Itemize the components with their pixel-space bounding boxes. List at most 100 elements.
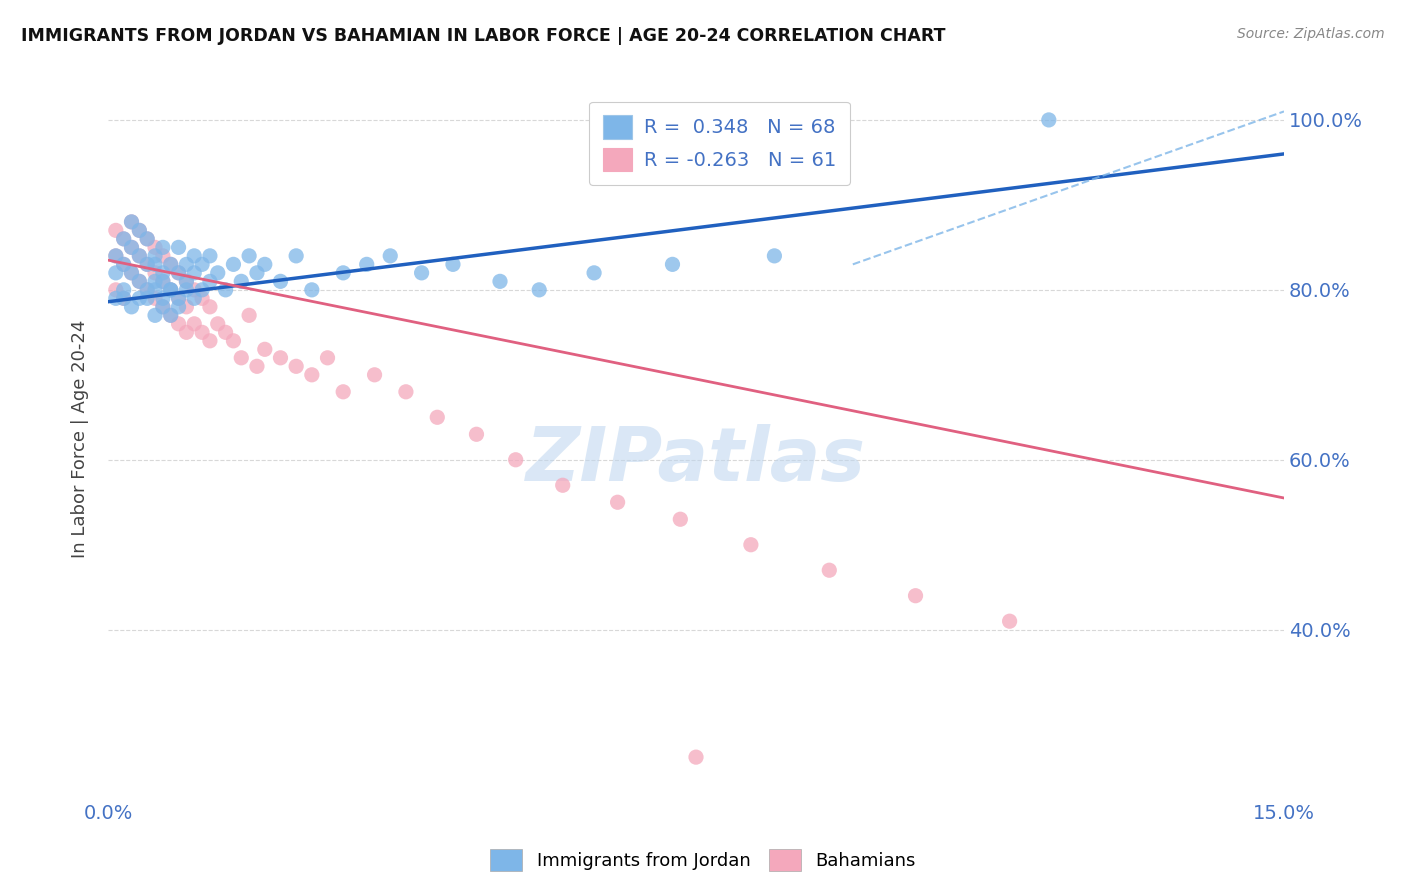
Point	[176, 326, 198, 340]
Point	[238, 309, 260, 323]
Point	[112, 257, 135, 271]
Point	[112, 291, 135, 305]
Point	[183, 291, 205, 305]
Point	[465, 427, 488, 442]
Point	[143, 309, 166, 323]
Point	[112, 232, 135, 246]
Point	[128, 291, 150, 305]
Point	[143, 266, 166, 280]
Point	[441, 257, 464, 271]
Point	[214, 283, 236, 297]
Point	[152, 274, 174, 288]
Point	[904, 589, 927, 603]
Point	[152, 249, 174, 263]
Point	[238, 249, 260, 263]
Point	[551, 478, 574, 492]
Point	[685, 750, 707, 764]
Point	[316, 351, 339, 365]
Point	[167, 266, 190, 280]
Point	[121, 215, 143, 229]
Legend: R =  0.348   N = 68, R = -0.263   N = 61: R = 0.348 N = 68, R = -0.263 N = 61	[589, 102, 849, 185]
Point	[269, 351, 291, 365]
Point	[191, 291, 214, 305]
Point	[818, 563, 841, 577]
Point	[231, 274, 253, 288]
Text: ZIPatlas: ZIPatlas	[526, 424, 866, 497]
Point	[167, 317, 190, 331]
Point	[183, 266, 205, 280]
Point	[104, 283, 127, 297]
Point	[214, 326, 236, 340]
Point	[285, 249, 308, 263]
Point	[191, 257, 214, 271]
Point	[112, 291, 135, 305]
Point	[143, 274, 166, 288]
Point	[395, 384, 418, 399]
Point	[112, 283, 135, 297]
Point	[176, 283, 198, 297]
Point	[269, 274, 291, 288]
Point	[505, 452, 527, 467]
Point	[426, 410, 449, 425]
Point	[176, 274, 198, 288]
Point	[285, 359, 308, 374]
Text: Source: ZipAtlas.com: Source: ZipAtlas.com	[1237, 27, 1385, 41]
Point	[136, 232, 159, 246]
Point	[332, 266, 354, 280]
Point	[411, 266, 433, 280]
Point	[128, 249, 150, 263]
Point	[301, 368, 323, 382]
Point	[104, 266, 127, 280]
Point	[191, 326, 214, 340]
Point	[152, 274, 174, 288]
Point	[152, 300, 174, 314]
Point	[152, 291, 174, 305]
Point	[121, 300, 143, 314]
Point	[222, 334, 245, 348]
Point	[583, 266, 606, 280]
Point	[121, 266, 143, 280]
Point	[183, 249, 205, 263]
Point	[167, 240, 190, 254]
Point	[136, 283, 159, 297]
Point	[136, 257, 159, 271]
Point	[1038, 112, 1060, 127]
Point	[104, 249, 127, 263]
Point	[121, 266, 143, 280]
Point	[183, 283, 205, 297]
Point	[176, 257, 198, 271]
Point	[136, 232, 159, 246]
Point	[763, 249, 786, 263]
Point	[740, 538, 762, 552]
Point	[128, 249, 150, 263]
Point	[606, 495, 628, 509]
Point	[167, 266, 190, 280]
Y-axis label: In Labor Force | Age 20-24: In Labor Force | Age 20-24	[72, 319, 89, 558]
Point	[356, 257, 378, 271]
Point	[159, 257, 181, 271]
Point	[183, 317, 205, 331]
Point	[136, 283, 159, 297]
Point	[136, 291, 159, 305]
Point	[176, 274, 198, 288]
Point	[246, 359, 269, 374]
Point	[380, 249, 402, 263]
Point	[112, 232, 135, 246]
Point	[152, 240, 174, 254]
Point	[143, 249, 166, 263]
Point	[669, 512, 692, 526]
Point	[104, 291, 127, 305]
Point	[191, 283, 214, 297]
Point	[253, 343, 276, 357]
Point	[128, 223, 150, 237]
Point	[176, 300, 198, 314]
Point	[128, 223, 150, 237]
Point	[143, 240, 166, 254]
Point	[198, 300, 221, 314]
Point	[104, 223, 127, 237]
Point	[253, 257, 276, 271]
Point	[167, 300, 190, 314]
Point	[198, 274, 221, 288]
Point	[159, 257, 181, 271]
Point	[128, 274, 150, 288]
